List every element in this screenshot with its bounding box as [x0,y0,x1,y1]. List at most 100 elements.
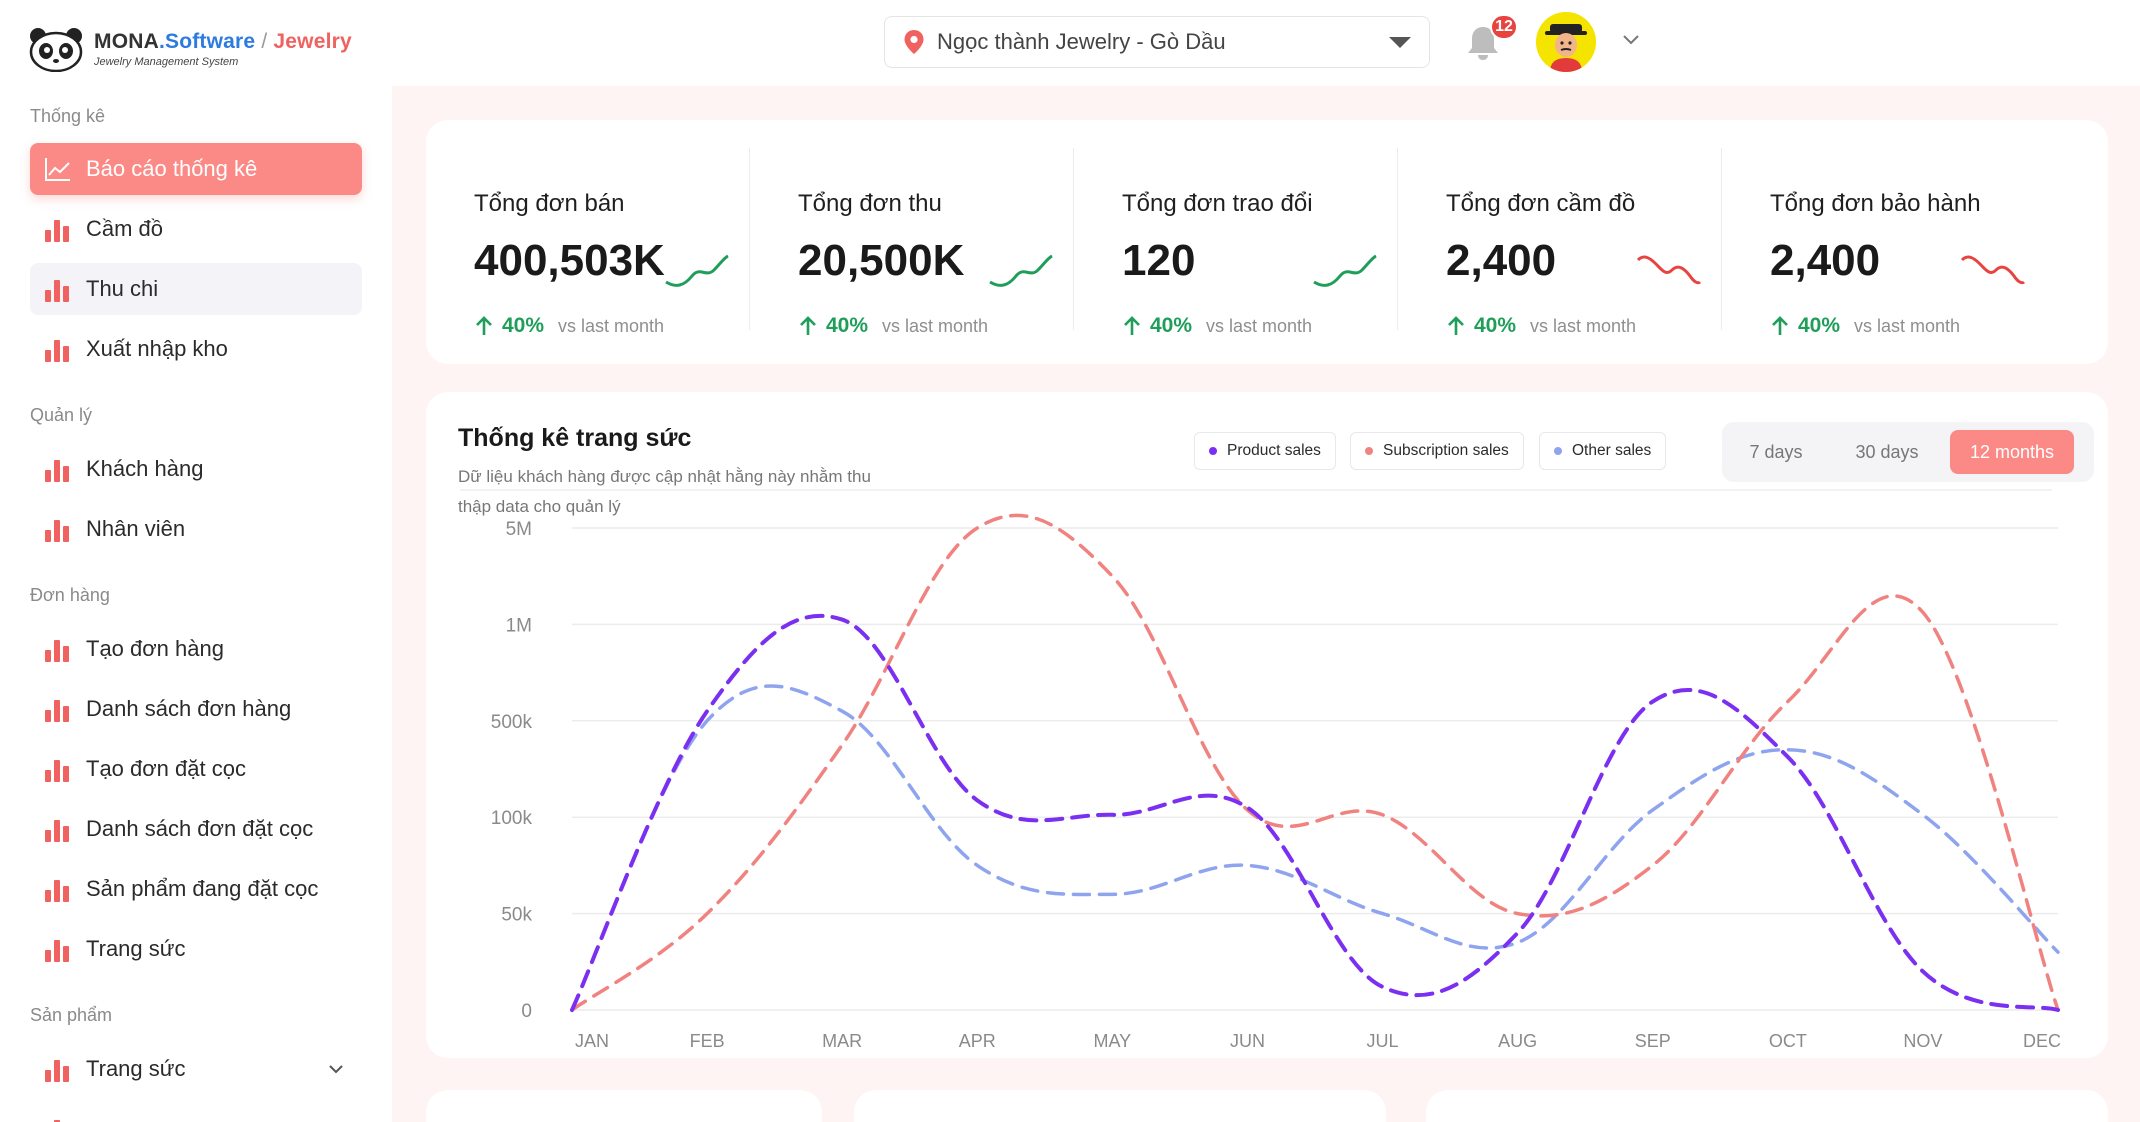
panda-logo-icon [29,28,83,72]
x-tick-label: MAR [822,1031,862,1051]
sidebar-item-san-pham-trang-suc[interactable]: Trang sức [30,1043,362,1095]
stat-value: 2,400 [1770,236,1881,285]
legend-label: Other sales [1572,442,1652,459]
range-30-days-button[interactable]: 30 days [1855,441,1919,462]
brand-tagline: Jewelry Management System [94,56,239,68]
stat-value: 400,503K [474,236,665,285]
sidebar-item-label: Trang sức [86,1056,186,1081]
x-tick-label: APR [959,1031,996,1051]
stat-tong-don-trao-doi[interactable]: Tổng đơn trao đổi 120 40% vs last month [1074,148,1398,337]
stat-change: 40% [1798,314,1841,337]
stat-value: 20,500K [798,236,965,285]
x-tick-label: OCT [1769,1031,1807,1051]
series-line-subscription-sales [570,513,2060,1012]
caret-down-icon [1389,36,1411,48]
map-pin-icon [904,30,924,54]
x-tick-label: NOV [1903,1031,1942,1051]
y-tick-label: 5M [506,519,532,540]
legend-product-sales[interactable]: Product sales [1194,432,1336,470]
stat-label: Tổng đơn trao đổi [1122,190,1313,217]
stat-compare: vs last month [1530,315,1637,336]
stat-trend: 40% vs last month [798,314,988,338]
sparkline-down-icon [1960,255,2026,285]
sidebar-item-label: Thu chi [86,276,159,301]
bar-chart-icon [44,1116,72,1122]
bar-chart-icon [44,1056,72,1082]
bar-chart-icon [44,636,72,662]
sparkline-up-icon [989,254,1053,287]
bar-chart-icon [44,336,72,362]
sidebar-item-danh-sach-don-hang[interactable]: Danh sách đơn hàng [30,683,362,735]
notification-badge: 12 [1490,14,1518,40]
sidebar-item-partial[interactable] [30,1103,362,1122]
bar-chart-icon [44,696,72,722]
sidebar-item-label: Khách hàng [86,456,204,481]
chart-description: Dữ liệu khách hàng được cập nhật hằng nà… [458,467,871,516]
y-tick-label: 50k [501,905,532,926]
line-chart-icon [45,158,70,181]
sparkline-down-icon [1636,255,1702,285]
stat-compare: vs last month [1206,315,1313,336]
legend-other-sales[interactable]: Other sales [1539,432,1667,470]
stat-tong-don-ban[interactable]: Tổng đơn bán 400,503K 40% vs last month [426,148,750,337]
bell-icon[interactable] [1466,24,1500,62]
sidebar-item-tao-don-hang[interactable]: Tạo đơn hàng [30,623,362,675]
top-header: MONA.Software / Jewelry Jewelry Manageme… [0,0,2140,86]
sidebar-item-bao-cao-thong-ke[interactable]: Báo cáo thống kê [30,143,362,195]
stat-label: Tổng đơn thu [798,190,942,217]
bar-chart-icon [44,276,72,302]
stat-divider [749,148,750,330]
legend-dot [1209,447,1217,455]
x-tick-label: FEB [690,1031,725,1051]
sidebar-item-khach-hang[interactable]: Khách hàng [30,443,362,495]
sidebar-item-trang-suc[interactable]: Trang sức [30,923,362,975]
sidebar-item-tao-don-dat-coc[interactable]: Tạo đơn đặt cọc [30,743,362,795]
brand-logo[interactable]: MONA.Software / Jewelry Jewelry Manageme… [28,26,352,72]
sidebar-item-label: Danh sách đơn hàng [86,696,292,721]
sidebar-item-san-pham-dang-dat-coc[interactable]: Sản phẩm đang đặt cọc [30,863,362,915]
stat-compare: vs last month [882,315,989,336]
bar-chart-icon [44,756,72,782]
sidebar-item-label: Tạo đơn hàng [86,636,224,661]
sparkline-up-icon [665,254,729,287]
sidebar-item-label: Trang sức [86,936,186,961]
sidebar-item-cam-do[interactable]: Cầm đồ [30,203,362,255]
avatar[interactable] [1536,12,1596,72]
legend-label: Subscription sales [1383,442,1509,459]
sidebar-item-thu-chi[interactable]: Thu chi [30,263,362,315]
range-12-months-button[interactable]: 12 months [1950,430,2074,474]
chevron-down-icon[interactable] [328,1063,344,1075]
sidebar-item-label: Báo cáo thống kê [86,156,258,181]
bar-chart-icon [44,936,72,962]
legend-label: Product sales [1227,442,1321,459]
stat-divider [1397,148,1398,330]
sidebar-item-xuat-nhap-kho[interactable]: Xuất nhập kho [30,323,362,375]
stats-summary-card: Tổng đơn bán 400,503K 40% vs last month … [426,120,2108,364]
series-line-other-sales [570,684,2060,1012]
x-tick-label: AUG [1498,1031,1537,1051]
sidebar: Thống kê Báo cáo thống kê Cầm đồ Thu chi… [0,86,392,1122]
stat-tong-don-bao-hanh[interactable]: Tổng đơn bảo hành 2,400 40% vs last mont… [1722,148,2046,337]
stat-trend: 40% vs last month [1122,314,1312,338]
range-7-days-button[interactable]: 7 days [1749,441,1803,462]
y-tick-label: 100k [491,808,533,829]
chevron-down-icon[interactable] [1622,34,1640,46]
sidebar-item-label: Xuất nhập kho [86,336,228,361]
stat-tong-don-thu[interactable]: Tổng đơn thu 20,500K 40% vs last month [750,148,1074,337]
stat-value: 120 [1122,236,1196,285]
stat-change: 40% [502,314,545,337]
avatar-illustration [1536,12,1596,72]
stat-change: 40% [1474,314,1517,337]
store-selector[interactable]: Ngọc thành Jewelry - Gò Dầu [884,16,1430,68]
sidebar-item-danh-sach-don-dat-coc[interactable]: Danh sách đơn đặt cọc [30,803,362,855]
stat-change: 40% [1150,314,1193,337]
sidebar-item-nhan-vien[interactable]: Nhân viên [30,503,362,555]
y-tick-label: 1M [506,615,532,636]
legend-subscription-sales[interactable]: Subscription sales [1350,432,1524,470]
stat-value: 2,400 [1446,236,1557,285]
x-tick-label: SEP [1635,1031,1671,1051]
stat-compare: vs last month [1854,315,1961,336]
series-line-product-sales [570,613,2060,1012]
stat-tong-don-cam-do[interactable]: Tổng đơn cầm đồ 2,400 40% vs last month [1398,148,1722,337]
legend-dot [1554,447,1562,455]
